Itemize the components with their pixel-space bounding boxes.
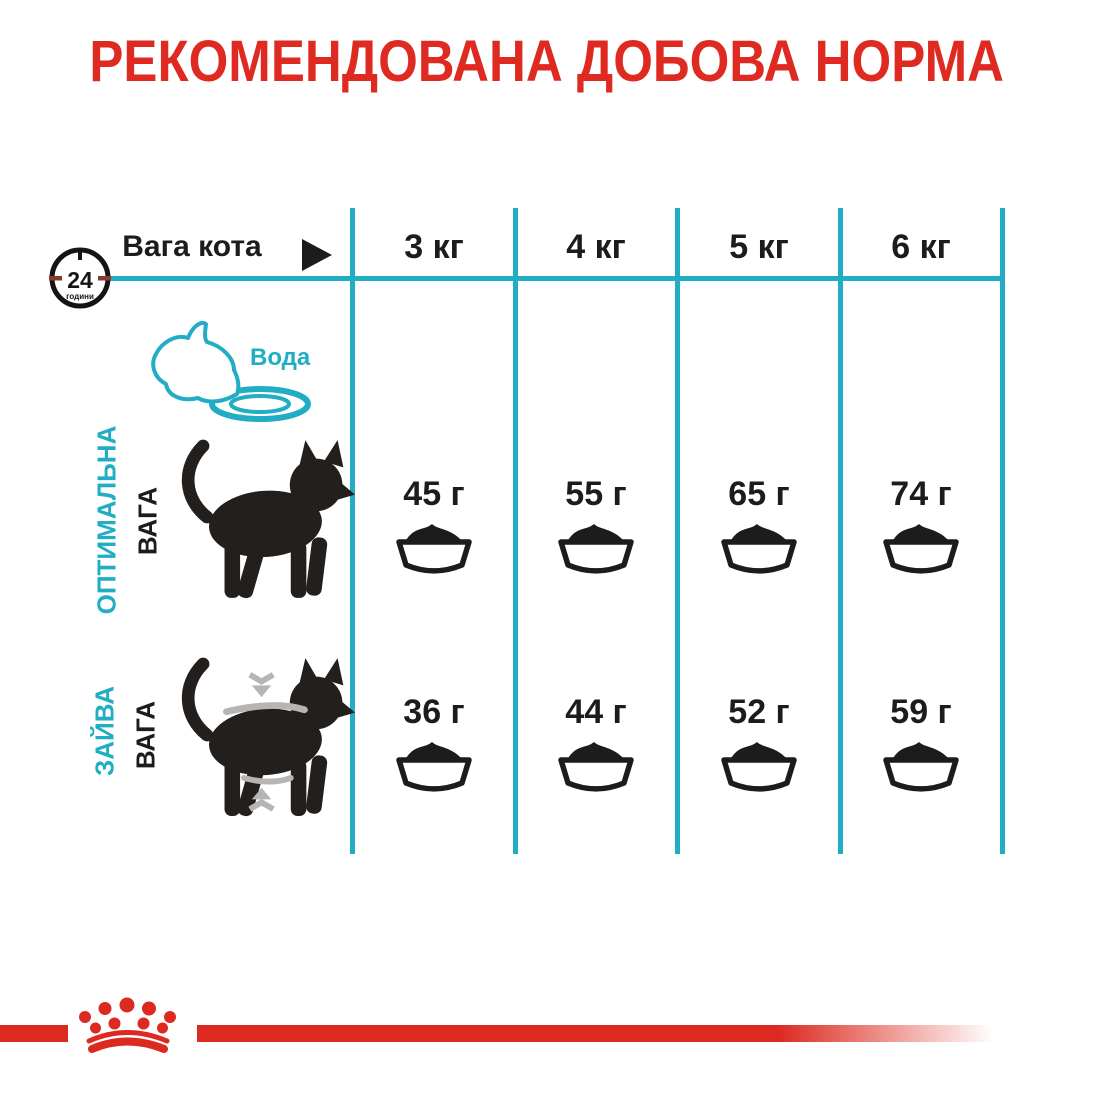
bowl-icon: [721, 524, 797, 574]
bowl-icon: [558, 524, 634, 574]
column-header: 4 кг: [566, 228, 626, 266]
cat-overweight-icon: [181, 657, 356, 817]
clock-hours: 24: [67, 267, 93, 293]
clock-unit: години: [66, 292, 94, 301]
bowl-icon: [883, 524, 959, 574]
clock-24h-icon: 24 години: [49, 247, 111, 309]
grid-line-horizontal: [110, 276, 1005, 281]
bowl-icon: [883, 742, 959, 792]
grid-line-vertical: [350, 208, 355, 854]
bowl-icon: [558, 742, 634, 792]
arrow-right-icon: [302, 239, 332, 271]
portion-value: 74 г: [890, 475, 952, 513]
column-header: 6 кг: [891, 228, 951, 266]
row-label-accent: ЗАЙВА: [89, 685, 120, 777]
portion-value: 36 г: [403, 693, 465, 731]
portion-value: 45 г: [403, 475, 465, 513]
portion-value: 59 г: [890, 693, 952, 731]
water-label: Вода: [250, 344, 311, 371]
cat-silhouette-icon: [181, 439, 356, 599]
row-label-weight: ВАГА: [130, 700, 161, 770]
brand-stripe-left: [0, 1025, 68, 1042]
portion-value: 52 г: [728, 693, 790, 731]
page-title-text: РЕКОМЕНДОВАНА ДОБОВА НОРМА: [89, 29, 1004, 94]
row-label-weight: ВАГА: [132, 486, 163, 556]
row-label-accent: ОПТИМАЛЬНА: [91, 425, 122, 615]
bowl-icon: [396, 742, 472, 792]
grid-line-vertical: [513, 208, 518, 854]
bowl-icon: [721, 742, 797, 792]
portion-value: 55 г: [565, 475, 627, 513]
brand-stripe-right: [197, 1025, 1027, 1042]
column-header: 3 кг: [404, 228, 464, 266]
bowl-icon: [396, 524, 472, 574]
portion-value: 65 г: [728, 475, 790, 513]
column-header: 5 кг: [729, 228, 789, 266]
brand-crown-logo: [79, 997, 176, 1053]
grid-line-vertical: [838, 208, 843, 854]
grid-line-vertical: [1000, 208, 1005, 854]
water-cat-icon: [151, 321, 311, 422]
portion-value: 44 г: [565, 693, 627, 731]
page-title: РЕКОМЕНДОВАНА ДОБОВА НОРМА: [0, 28, 1093, 95]
weight-row-label: Вага кота: [122, 230, 262, 263]
grid-line-vertical: [675, 208, 680, 854]
